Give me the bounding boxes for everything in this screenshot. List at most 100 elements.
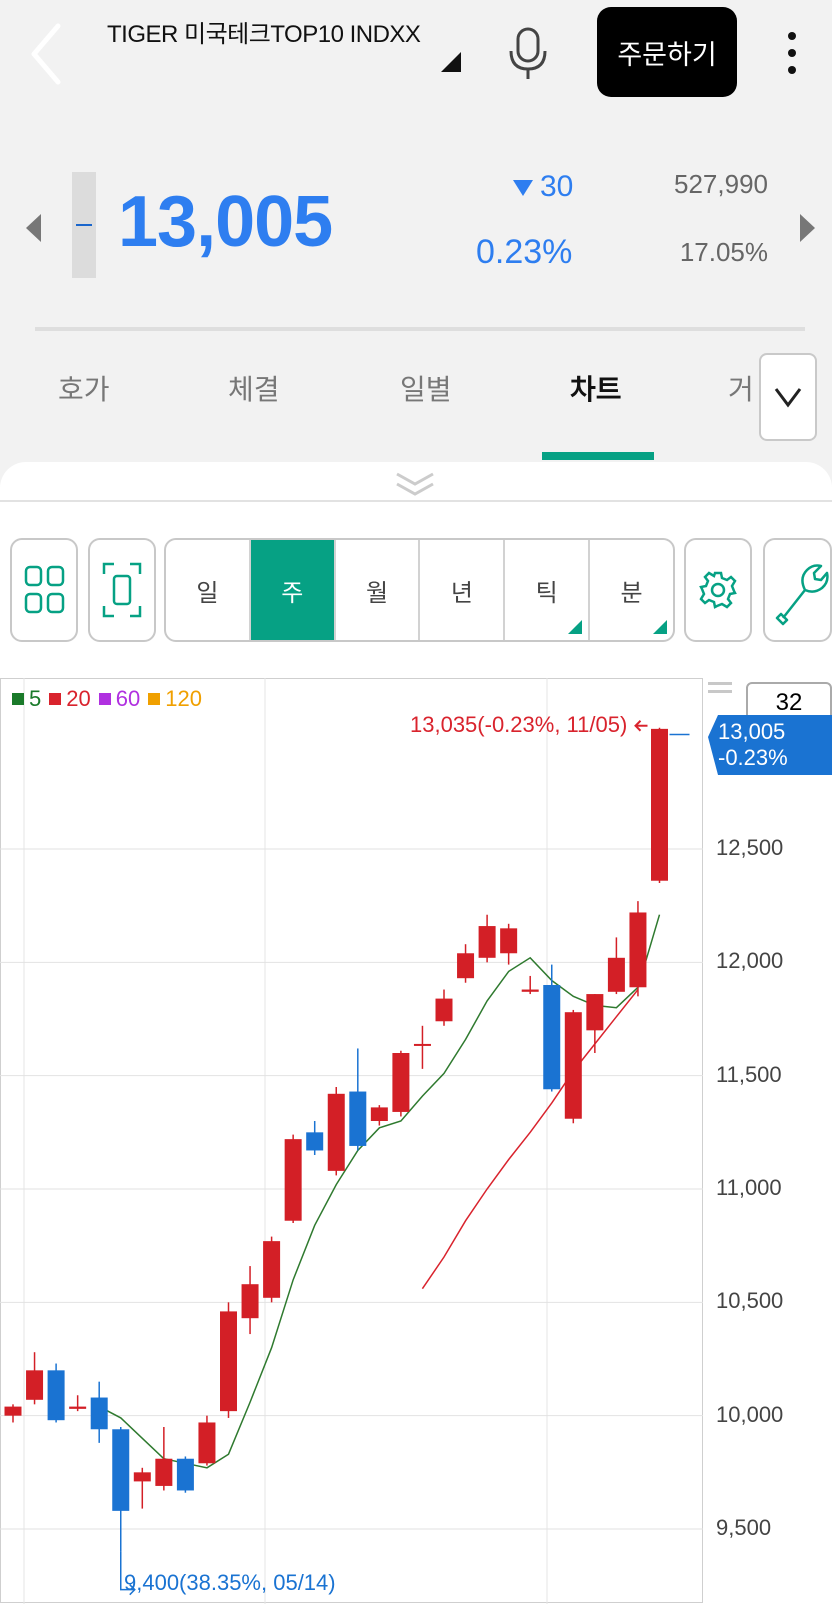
candle-body (521, 989, 539, 992)
mini-price-bar (72, 172, 96, 278)
tab-expand-button[interactable] (759, 353, 817, 441)
wrench-icon (775, 564, 829, 626)
sheet-collapse-handle[interactable] (393, 470, 437, 500)
candle-body (263, 1241, 281, 1298)
period-tick[interactable]: 틱 (505, 540, 591, 640)
candle-body (500, 928, 518, 954)
divider (35, 327, 805, 331)
ma5-layer (98, 914, 661, 1469)
candle (500, 923, 518, 965)
legend-label: 60 (115, 686, 141, 711)
candle (90, 1381, 108, 1443)
fullscreen-button[interactable] (88, 538, 156, 642)
candle (284, 1134, 302, 1223)
candle (47, 1363, 65, 1423)
legend-swatch (49, 693, 62, 705)
gear-icon (699, 571, 737, 609)
candle-body (112, 1429, 130, 1511)
legend-ma20: 20 (49, 686, 91, 712)
prev-stock-icon[interactable] (26, 214, 41, 242)
tab-chart[interactable]: 차트 (570, 373, 622, 406)
chart-canvas[interactable] (0, 678, 832, 1604)
last-price-value: 13,005 (718, 719, 786, 744)
period-minute-label: 분 (620, 578, 643, 607)
candle-body (26, 1370, 44, 1400)
tab-more[interactable]: 거 (728, 373, 754, 406)
price-change: 30 (540, 170, 574, 203)
candle-body (198, 1422, 216, 1464)
dropdown-icon[interactable] (441, 52, 461, 72)
legend-swatch (12, 693, 24, 705)
ma20-line (421, 989, 639, 1290)
candle (521, 975, 539, 995)
legend-ma60: 60 (98, 686, 141, 712)
more-menu-button[interactable] (780, 30, 804, 76)
microphone-button[interactable] (506, 25, 552, 81)
volume-ratio: 17.05% (679, 237, 768, 267)
tab-orderbook[interactable]: 호가 (58, 373, 110, 406)
stock-title[interactable]: TIGER 미국테크TOP10 INDXX (107, 21, 421, 48)
legend-ma120: 120 (148, 686, 202, 712)
candle-body (176, 1458, 194, 1491)
ma20-layer (421, 989, 639, 1290)
y-tick-label: 10,500 (716, 1288, 784, 1314)
fullscreen-icon (102, 562, 142, 618)
candle-body (284, 1139, 302, 1221)
candle-body (457, 953, 475, 979)
candle-body (543, 985, 561, 1090)
last-price-tag: 13,005 -0.23% (708, 715, 832, 775)
tab-trades[interactable]: 체결 (228, 373, 280, 406)
legend-ma5: 5 (12, 686, 41, 712)
period-minute[interactable]: 분 (590, 540, 673, 640)
ma-legend[interactable]: 5 20 60 120 (12, 686, 202, 712)
chart-settings-button[interactable] (684, 538, 752, 642)
high-annotation: 13,035(-0.23%, 11/05) (410, 712, 628, 737)
candle-body (370, 1107, 388, 1121)
layout-grid-button[interactable] (10, 538, 78, 642)
candle-body (392, 1053, 410, 1112)
low-annotation: 9,400(38.35%, 05/14) (124, 1570, 336, 1595)
high-arrow-head (634, 720, 642, 732)
period-month[interactable]: 월 (336, 540, 421, 640)
next-stock-icon[interactable] (800, 214, 815, 242)
chevron-left-icon (31, 23, 61, 85)
chart-markers (120, 682, 732, 1596)
period-year-label: 년 (450, 578, 473, 607)
candle (607, 937, 625, 995)
back-button[interactable] (22, 18, 78, 90)
divider (0, 500, 832, 502)
y-tick-label: 12,000 (716, 948, 784, 974)
period-day[interactable]: 일 (166, 540, 251, 640)
candle (4, 1404, 22, 1423)
current-price: 13,005 (118, 182, 333, 262)
tab-daily[interactable]: 일별 (400, 373, 452, 406)
y-tick-label: 12,500 (716, 835, 784, 860)
candle-body (47, 1370, 65, 1421)
candle-body (241, 1284, 259, 1319)
period-year[interactable]: 년 (420, 540, 506, 640)
candle-body (155, 1458, 173, 1486)
candle (69, 1395, 87, 1412)
chart-tools-button[interactable] (763, 538, 832, 642)
candle (478, 914, 496, 963)
candle (112, 1427, 130, 1552)
order-button[interactable]: 주문하기 (597, 7, 737, 97)
candle (26, 1352, 44, 1405)
candle (155, 1427, 173, 1491)
candle-body (435, 998, 453, 1022)
candle (241, 1266, 259, 1335)
period-week[interactable]: 주 (250, 540, 336, 640)
chevron-down-icon (774, 388, 802, 408)
low-arrow-head (129, 1584, 136, 1596)
candle (306, 1121, 324, 1155)
candle-body (413, 1043, 431, 1046)
candle (629, 901, 647, 997)
period-month-label: 월 (366, 578, 389, 607)
candle-body (327, 1093, 345, 1171)
active-tab-indicator (542, 452, 654, 460)
y-tick-label: 10,000 (716, 1401, 784, 1427)
double-chevron-down-icon (396, 472, 434, 496)
axis-handle-icon (708, 690, 732, 693)
low-arrow-icon (120, 1551, 135, 1591)
candlestick-chart[interactable] (0, 678, 832, 1604)
